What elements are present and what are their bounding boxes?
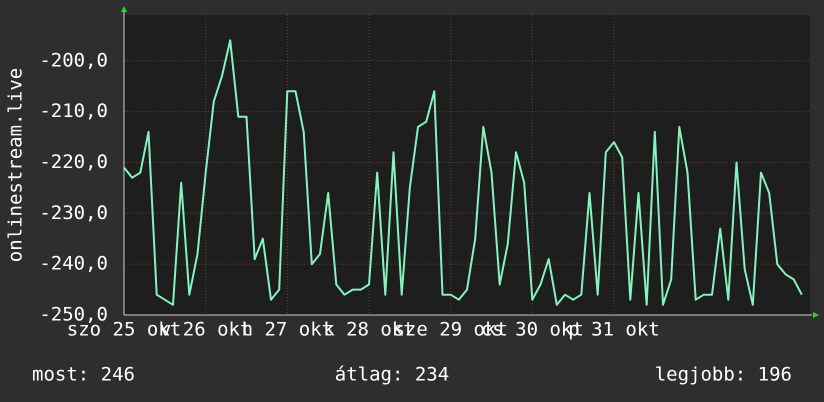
y-tick-label: -250,0	[39, 304, 108, 326]
x-tick-label: sze 29 okt	[393, 319, 507, 341]
x-tick-label: k 28 okt	[323, 319, 415, 341]
x-arrow	[813, 312, 819, 318]
y-arrow	[121, 6, 127, 12]
y-tick-label: -240,0	[39, 253, 108, 275]
y-tick-label: -210,0	[39, 100, 108, 122]
x-tick-label: szo 25 okt	[67, 319, 181, 341]
y-tick-label: -220,0	[39, 151, 108, 173]
x-tick-label: p 31 okt	[568, 319, 660, 341]
y-tick-label: -230,0	[39, 202, 108, 224]
plot-area	[124, 15, 810, 315]
x-tick-label: cs 30 okt	[481, 319, 584, 341]
y-tick-label: -200,0	[39, 49, 108, 71]
x-tick-label: v 26 okt	[160, 319, 252, 341]
stat-best: legjobb: 196	[655, 364, 792, 386]
data-line	[123, 39, 803, 306]
x-tick-label: h 27 okt	[242, 319, 334, 341]
stat-average: átlag: 234	[335, 364, 449, 386]
y-axis-label: onlinestream.live	[5, 68, 27, 262]
stat-current: most: 246	[32, 364, 135, 386]
